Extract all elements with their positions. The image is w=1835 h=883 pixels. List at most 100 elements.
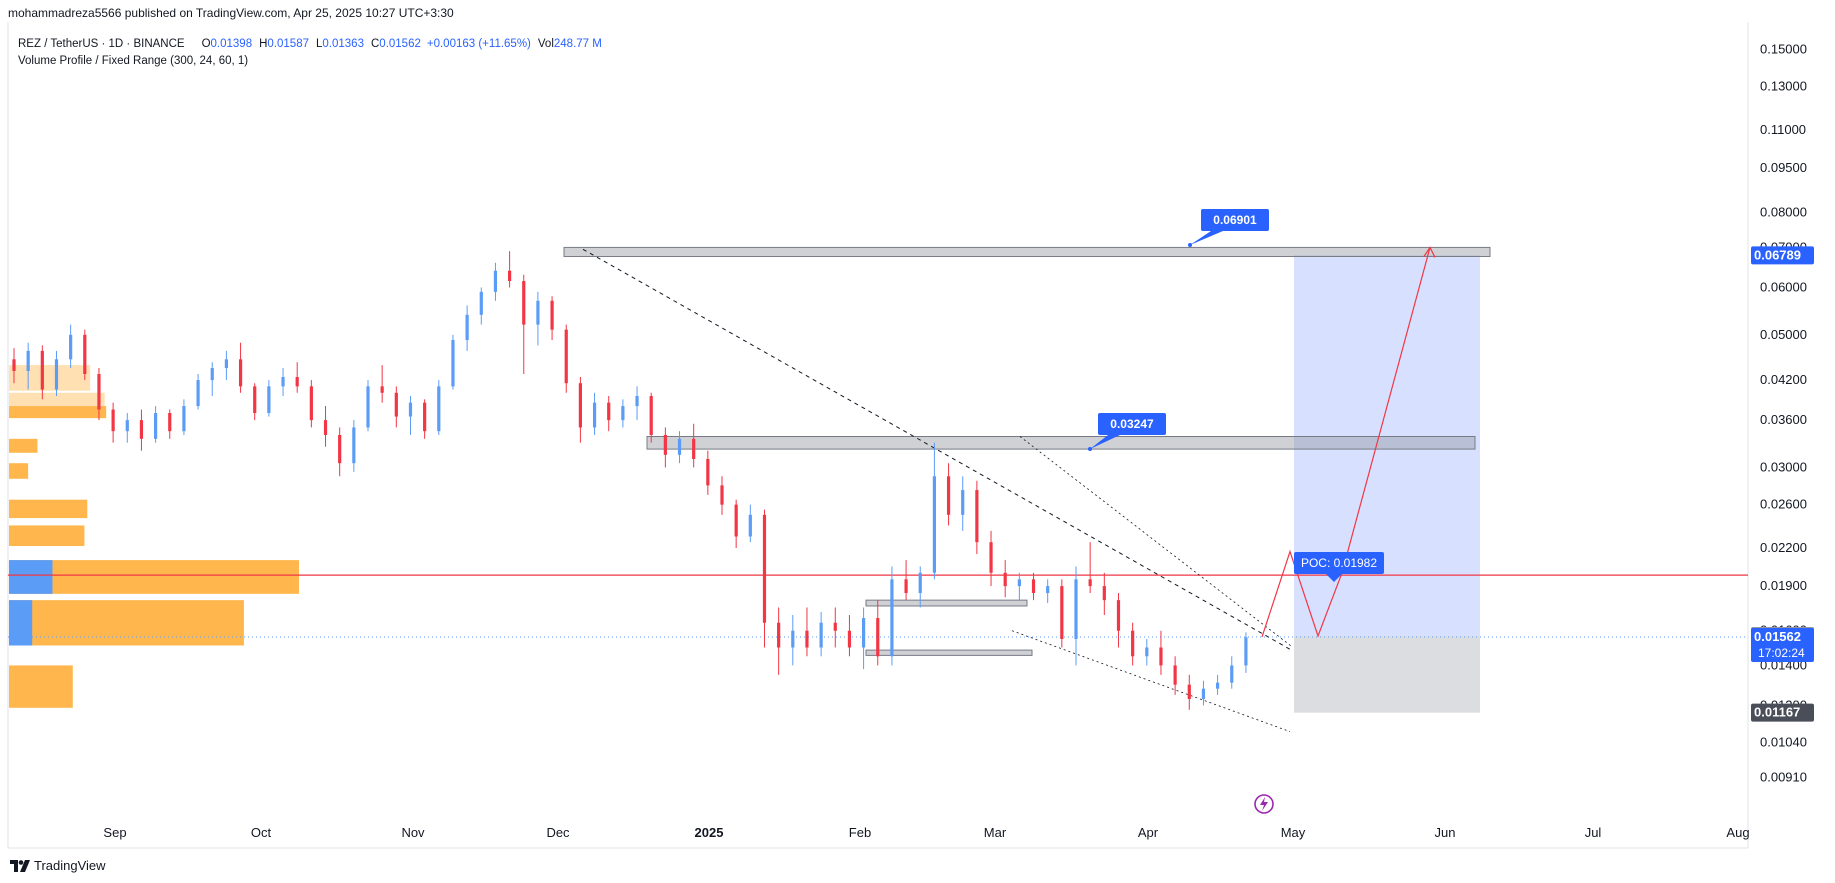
candle-body — [748, 514, 752, 537]
callout-text: 0.06901 — [1213, 213, 1257, 227]
time-tick-label: 2025 — [695, 825, 724, 840]
price-tick-label: 0.00910 — [1760, 769, 1807, 784]
candle-body — [1201, 688, 1206, 700]
volume-profile-bar — [9, 406, 107, 419]
axis-price-label-text: 0.01562 — [1754, 629, 1801, 644]
change-value: +0.00163 (+11.65%) — [426, 37, 531, 50]
candle-body — [394, 392, 398, 417]
price-tick-label: 0.11000 — [1760, 122, 1806, 137]
candle-body — [1060, 586, 1064, 639]
candle-body — [69, 334, 73, 360]
lightning-icon[interactable] — [1254, 794, 1274, 814]
price-tick-label: 0.06000 — [1760, 279, 1807, 294]
price-tick-label: 0.09500 — [1760, 160, 1807, 175]
high-value: 0.01587 — [267, 37, 309, 50]
candle-body — [168, 413, 172, 432]
candle-body — [989, 542, 993, 573]
brand-name: TradingView — [34, 858, 106, 873]
candle-body — [1003, 572, 1007, 587]
volume-profile-bar — [9, 560, 299, 594]
candle-body — [621, 406, 625, 421]
candle-body — [592, 402, 597, 428]
volume-profile-bar — [9, 525, 85, 547]
candle-body — [961, 490, 965, 515]
candle-body — [380, 386, 384, 393]
candle-body — [125, 420, 129, 432]
countdown-text: 17:02:24 — [1758, 646, 1805, 660]
candle-body — [338, 434, 342, 464]
candle-body — [635, 396, 639, 407]
axis-price-label-text: 0.01167 — [1754, 705, 1800, 720]
downtrend-line[interactable] — [582, 248, 1294, 652]
price-tick-label: 0.01040 — [1760, 735, 1807, 750]
candle-body — [97, 373, 101, 410]
candle-body — [465, 314, 469, 341]
wedge-lower-line[interactable] — [1011, 630, 1291, 732]
poc-callout[interactable]: POC: 0.01982 — [1294, 552, 1384, 582]
ohlc-row: REZ / TetherUS · 1D · BINANCE O 0.01398 H… — [18, 35, 602, 52]
price-tick-label: 0.03000 — [1760, 459, 1807, 474]
low-label: L — [316, 37, 323, 50]
candle-body — [1216, 682, 1220, 689]
indicator-title[interactable]: Volume Profile / Fixed Range (300, 24, 6… — [18, 54, 249, 67]
close-value: 0.01562 — [379, 37, 421, 50]
candle-body — [40, 350, 44, 390]
candle-body — [26, 350, 30, 371]
time-tick-label: Oct — [251, 825, 272, 840]
candle-body — [677, 438, 682, 455]
candle-body — [12, 359, 16, 371]
symbol-title[interactable]: REZ / TetherUS · 1D · BINANCE — [18, 37, 185, 50]
low-value: 0.01363 — [322, 37, 364, 50]
callout-text: POC: 0.01982 — [1301, 556, 1377, 570]
time-tick-label: Jun — [1435, 825, 1456, 840]
resistance-high-zone[interactable] — [563, 246, 1491, 257]
candle-body — [323, 420, 328, 435]
time-tick-label: Mar — [984, 825, 1007, 840]
tradingview-logo-icon — [10, 859, 30, 872]
price-tick-label: 0.13000 — [1760, 79, 1807, 94]
range-bottom-zone[interactable] — [865, 649, 1033, 656]
axis-price-label-bg — [1751, 627, 1814, 662]
candle-body — [295, 377, 299, 387]
candle-body — [508, 270, 512, 282]
candle-body — [791, 630, 795, 648]
time-tick-label: Dec — [546, 825, 570, 840]
axis-price-label: 0.06789 — [1751, 246, 1814, 265]
stop-zone[interactable] — [1294, 635, 1480, 713]
candle-body — [1116, 600, 1121, 631]
price-callout[interactable]: 0.06901 — [1188, 209, 1269, 247]
candle-body — [451, 340, 455, 387]
candle-body — [154, 413, 158, 439]
range-top-zone[interactable] — [865, 599, 1028, 607]
volume-profile-bar — [9, 463, 29, 479]
published-text: mohammadreza5566 published on TradingVie… — [8, 6, 454, 20]
axis-price-label-text: 0.06789 — [1754, 247, 1801, 262]
volume-profile-bar — [9, 438, 38, 453]
price-tick-label: 0.02200 — [1760, 540, 1807, 555]
candle-body — [83, 334, 87, 374]
time-tick-label: Apr — [1138, 825, 1159, 840]
callout-pointer — [1090, 435, 1120, 449]
open-label: O — [201, 37, 211, 50]
candle-body — [352, 427, 356, 464]
close-label: C — [370, 37, 380, 50]
projection-path[interactable] — [1261, 247, 1431, 638]
price-tick-label: 0.03600 — [1760, 412, 1807, 427]
volume-profile-bar — [9, 365, 91, 391]
indicator-row[interactable]: Volume Profile / Fixed Range (300, 24, 6… — [18, 52, 602, 69]
tradingview-logo: TradingView — [10, 858, 106, 873]
candle-body — [564, 329, 568, 384]
candle-body — [1145, 647, 1149, 657]
resistance-mid-zone[interactable] — [646, 436, 1476, 450]
candle-body — [1159, 647, 1163, 666]
candle-body — [1131, 630, 1135, 657]
time-tick-label: Sep — [103, 825, 126, 840]
time-tick-label: Nov — [401, 825, 425, 840]
vol-value: 248.77 M — [553, 37, 602, 50]
candle-body — [1074, 579, 1078, 639]
candle-body — [819, 622, 823, 648]
price-callout[interactable]: 0.03247 — [1088, 413, 1166, 451]
candle-body — [182, 406, 186, 432]
candle-body — [762, 514, 767, 623]
